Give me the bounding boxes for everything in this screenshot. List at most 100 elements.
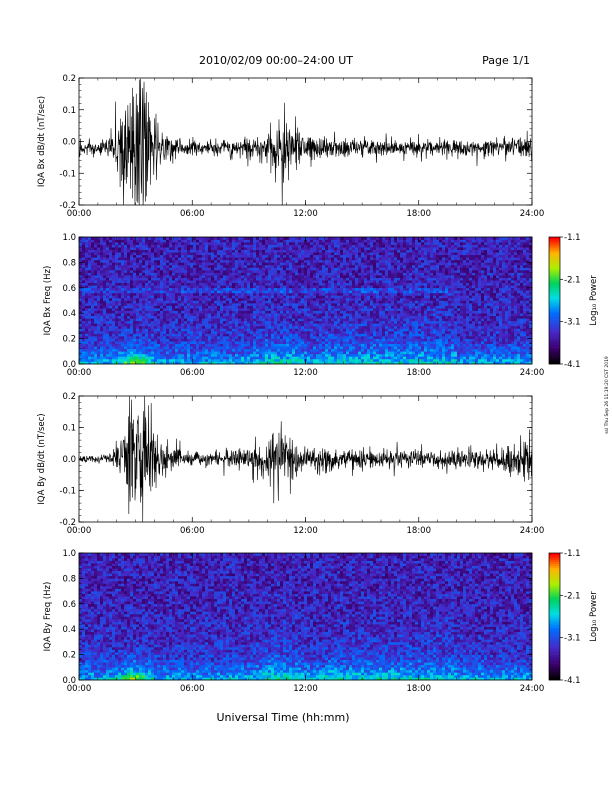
spectrogram-cell (280, 328, 284, 332)
spectrogram-cell (331, 277, 335, 281)
spectrogram-cell (316, 343, 320, 347)
spectrogram-cell (178, 318, 182, 322)
spectrogram-cell (187, 338, 191, 342)
spectrogram-cell (214, 348, 218, 352)
spectrogram-cell (280, 343, 284, 347)
spectrogram-cell (253, 300, 257, 304)
spectrogram-cell (169, 330, 173, 334)
spectrogram-cell (142, 292, 146, 296)
spectrogram-cell (100, 330, 104, 334)
spectrogram-cell (181, 270, 185, 273)
spectrogram-cell (226, 259, 230, 263)
spectrogram-cell (367, 257, 371, 261)
spectrogram-cell (265, 239, 269, 243)
spectrogram-cell (97, 270, 101, 273)
spectrogram-cell (121, 272, 125, 276)
spectrogram-cell (325, 254, 329, 258)
spectrogram-cell (241, 320, 245, 324)
spectrogram-cell (127, 247, 131, 250)
spectrogram-cell (223, 343, 227, 347)
spectrogram-cell (133, 259, 137, 263)
spectrogram-cell (115, 254, 119, 258)
spectrogram-cell (97, 252, 101, 256)
spectrogram-cell (364, 328, 368, 332)
spectrogram-cell (355, 244, 359, 248)
spectrogram-cell (178, 249, 182, 253)
spectrogram-cell (103, 346, 107, 350)
spectrogram-cell (112, 277, 116, 281)
spectrogram-cell (313, 282, 317, 286)
spectrogram-cell (103, 252, 107, 256)
spectrogram-cell (130, 275, 134, 278)
spectrogram-cell (187, 262, 191, 266)
spectrogram-cell (184, 303, 188, 306)
spectrogram-cell (181, 328, 185, 332)
spectrogram-cell (292, 361, 296, 365)
spectrogram-cell (196, 252, 200, 256)
spectrogram-cell (103, 270, 107, 273)
spectrogram-cell (286, 338, 290, 342)
spectrogram-cell (208, 264, 212, 268)
spectrogram-cell (187, 252, 191, 256)
spectrogram-cell (157, 277, 161, 281)
spectrogram-cell (223, 341, 227, 344)
spectrogram-cell (118, 285, 122, 289)
spectrogram-cell (94, 346, 98, 350)
spectrogram-cell (205, 341, 209, 344)
spectrogram-cell (193, 264, 197, 268)
bx-dbdt-panel: -0.2-0.10.00.10.200:00 06:00 12:00 18:00 24:… (37, 74, 544, 219)
spectrogram-cell (271, 346, 275, 350)
spectrogram-cell (157, 358, 161, 362)
spectrogram-cell (253, 308, 257, 311)
spectrogram-cell (232, 348, 236, 352)
spectrogram-cell (340, 282, 344, 286)
spectrogram-cell (322, 267, 326, 271)
spectrogram-cell (196, 237, 200, 240)
spectrogram-cell (154, 308, 158, 311)
spectrogram-cell (292, 254, 296, 258)
spectrogram-cell (205, 277, 209, 281)
spectrogram-cell (244, 257, 248, 261)
spectrogram-cell (268, 361, 272, 365)
spectrogram-cell (202, 237, 206, 240)
spectrogram-cell (184, 275, 188, 278)
spectrogram-cell (346, 272, 350, 276)
spectrogram-cell (358, 252, 362, 256)
spectrogram-cell (253, 282, 257, 286)
spectrogram-cell (325, 320, 329, 324)
spectrogram-cell (340, 242, 344, 245)
spectrogram-cell (163, 290, 167, 294)
spectrogram-cell (211, 318, 215, 322)
spectrogram-cell (361, 336, 365, 339)
spectrogram-cell (322, 336, 326, 339)
spectrogram-cell (202, 257, 206, 261)
spectrogram-cell (157, 330, 161, 334)
spectrogram-cell (310, 328, 314, 332)
spectrogram-cell (109, 303, 113, 306)
spectrogram-cell (85, 275, 89, 278)
spectrogram-cell (229, 323, 233, 327)
spectrogram-cell (316, 295, 320, 299)
spectrogram-cell (226, 336, 230, 339)
spectrogram-cell (268, 343, 272, 347)
spectrogram-cell (154, 282, 158, 286)
spectrogram-cell (283, 277, 287, 281)
spectrogram-cell (145, 315, 149, 319)
spectrogram-cell (358, 348, 362, 352)
spectrogram-cell (154, 237, 158, 240)
spectrogram-cell (214, 244, 218, 248)
spectrogram-cell (178, 267, 182, 271)
spectrogram-cell (199, 356, 203, 360)
spectrogram-cell (262, 318, 266, 322)
spectrogram-cell (349, 338, 353, 342)
spectrogram-cell (172, 318, 176, 322)
spectrogram-cell (349, 247, 353, 250)
spectrogram-cell (154, 285, 158, 289)
spectrogram-cell (253, 249, 257, 253)
spectrogram-cell (247, 310, 251, 314)
spectrogram-cell (343, 272, 347, 276)
spectrogram-cell (217, 303, 221, 306)
spectrogram-cell (169, 287, 173, 291)
spectrogram-cell (343, 308, 347, 311)
spectrogram-cell (145, 353, 149, 357)
